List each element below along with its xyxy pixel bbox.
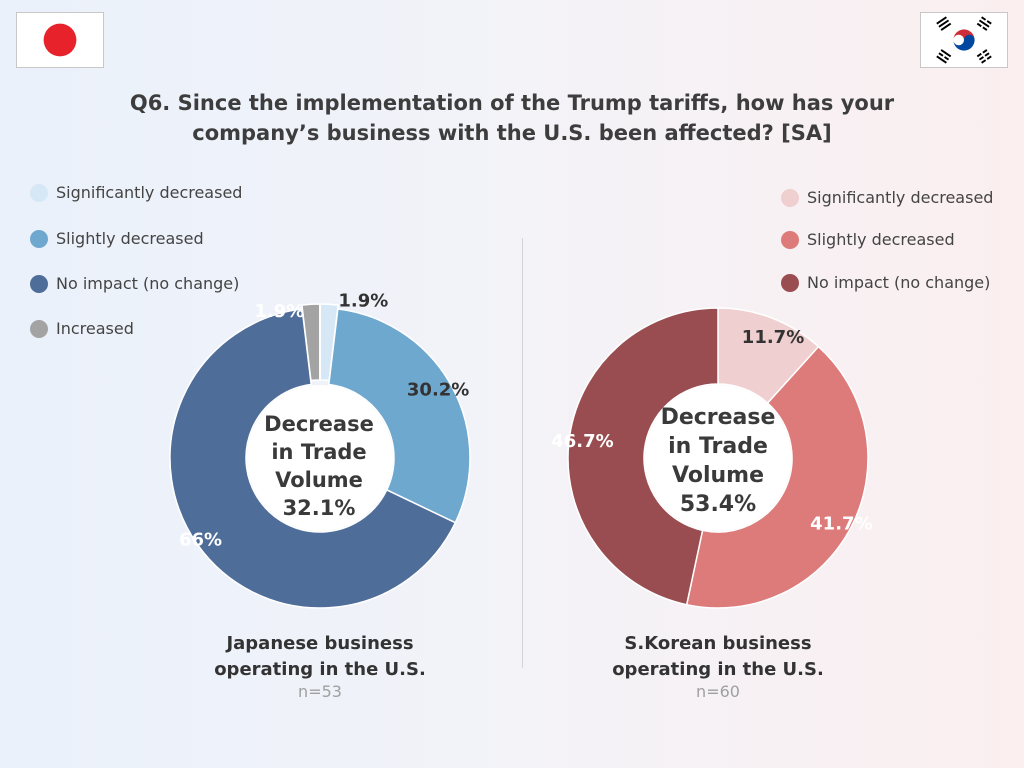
center-text-korea: Decrease in Trade Volume 53.4% [628, 403, 808, 519]
title-line-2: company’s business with the U.S. been af… [192, 121, 832, 145]
slice-no-impact-no-change [567, 307, 719, 606]
center-label-line-2: in Trade [271, 440, 367, 464]
data-label: 66% [179, 530, 222, 551]
caption-line-1: Japanese business [226, 633, 414, 654]
caption-line-1: S.Korean business [624, 633, 812, 654]
center-text-japan: Decrease in Trade Volume 32.1% [230, 410, 408, 522]
legend-label: Significantly decreased [807, 188, 994, 207]
data-label: 1.9% [338, 291, 388, 312]
donut-hole [247, 385, 393, 531]
center-label-line-3: Volume [275, 468, 363, 492]
sample-size-japan: n=53 [298, 682, 342, 701]
legend-swatch [781, 189, 799, 207]
caption-korea: S.Korean business operating in the U.S. [578, 631, 858, 683]
legend-swatch [781, 231, 799, 249]
panel-divider [522, 238, 523, 668]
data-label: 46.7% [551, 431, 613, 452]
legend-label: No impact (no change) [807, 273, 991, 292]
center-label-line-2: in Trade [668, 434, 768, 459]
south-korea-flag [920, 12, 1008, 68]
donut-korea: 11.7% 41.7% 46.7% [551, 307, 873, 609]
slice-increased [301, 303, 321, 382]
legend-label: Slightly decreased [56, 229, 204, 248]
sample-size-korea: n=60 [696, 682, 740, 701]
data-label: 41.7% [810, 514, 872, 535]
slice-no-impact-no-change [169, 308, 457, 609]
japan-flag [16, 12, 104, 68]
legend-swatch [30, 275, 48, 293]
caption-line-2: operating in the U.S. [612, 659, 824, 680]
legend-label: Slightly decreased [807, 230, 955, 249]
legend-swatch [30, 184, 48, 202]
legend-label: No impact (no change) [56, 274, 240, 293]
legend-swatch [30, 230, 48, 248]
chart-title: Q6. Since the implementation of the Trum… [112, 88, 912, 148]
legend-label: Significantly decreased [56, 183, 243, 202]
data-label: 30.2% [407, 379, 469, 400]
data-label: 1.9% [254, 301, 304, 322]
slice-slightly-decreased [327, 308, 471, 524]
legend-swatch [30, 320, 48, 338]
caption-line-2: operating in the U.S. [214, 659, 426, 680]
data-label: 11.7% [742, 327, 804, 348]
center-value: 53.4% [679, 492, 757, 517]
donut-japan: 1.9% 30.2% 66% 1.9% [169, 291, 471, 609]
title-line-1: Q6. Since the implementation of the Trum… [129, 91, 895, 115]
slice-slightly-decreased [685, 345, 869, 609]
legend-swatch [781, 274, 799, 292]
center-label-line-1: Decrease [660, 405, 776, 430]
legend-label: Increased [56, 319, 134, 338]
center-label-line-1: Decrease [264, 412, 374, 436]
donut-hole [645, 385, 791, 531]
caption-japan: Japanese business operating in the U.S. [180, 631, 460, 683]
center-value: 32.1% [282, 496, 356, 520]
center-label-line-3: Volume [672, 463, 764, 488]
